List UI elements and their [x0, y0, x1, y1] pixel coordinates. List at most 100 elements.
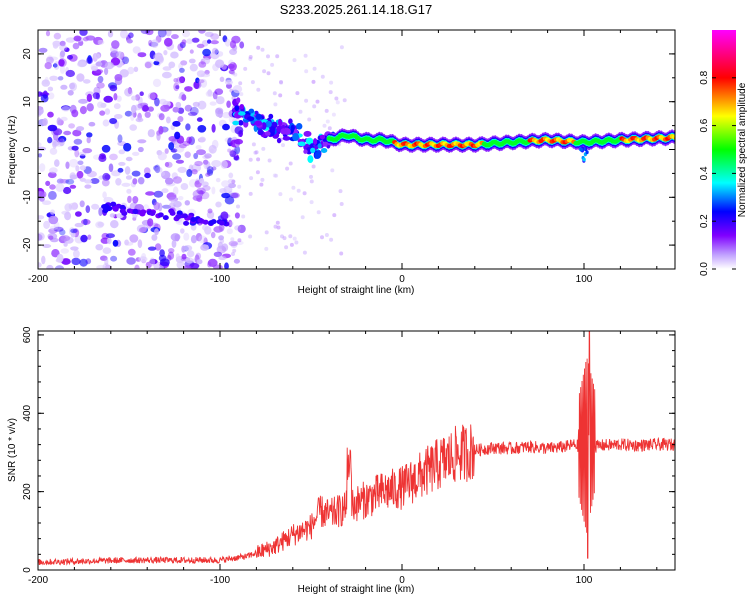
noise-blob [91, 203, 100, 210]
noise-blob [109, 84, 118, 92]
noise-blob [264, 246, 269, 251]
colorbar: 0.0 0.2 0.4 0.6 0.8 Normalized spectral ampl… [699, 30, 748, 276]
noise-blob [232, 85, 243, 94]
noise-blob [113, 93, 118, 101]
noise-blob [101, 144, 111, 153]
noise-blob [53, 61, 60, 70]
noise-blob [178, 196, 184, 201]
noise-blob [123, 142, 132, 152]
noise-blob [109, 118, 118, 124]
noise-blob [38, 233, 43, 241]
noise-blob [234, 138, 244, 145]
noise-blob [186, 136, 192, 144]
noise-blob [181, 94, 187, 101]
noise-blob [278, 192, 283, 197]
noise-blob [281, 143, 285, 148]
noise-blob [261, 146, 266, 151]
noise-blob [272, 91, 277, 96]
noise-blob [237, 224, 246, 234]
noise-blob [102, 119, 110, 127]
noise-blob [226, 100, 231, 108]
y-tick-label: -10 [22, 190, 33, 205]
noise-blob [228, 182, 236, 189]
noise-blob [70, 232, 76, 238]
noise-blob [291, 185, 296, 190]
noise-blob [248, 55, 253, 59]
x-tick-label: 100 [576, 274, 593, 285]
noise-blob [82, 148, 93, 154]
noise-blob [141, 253, 147, 261]
noise-blob [140, 30, 151, 35]
noise-blob [142, 105, 150, 112]
noise-blob [198, 136, 206, 143]
noise-blob [180, 60, 188, 66]
noise-blob [124, 87, 133, 97]
snr-frame [37, 330, 676, 571]
noise-blob [118, 161, 126, 166]
noise-blob [228, 240, 238, 247]
noise-blob [186, 38, 193, 44]
noise-blob [152, 53, 163, 62]
noise-blob [266, 71, 271, 76]
noise-blob [228, 191, 233, 196]
noise-blob [181, 245, 186, 253]
noise-blob [248, 234, 253, 239]
noise-blob [138, 146, 144, 153]
noise-blob [145, 191, 155, 196]
noise-blob [65, 161, 70, 169]
noise-blob [104, 67, 109, 76]
noise-blob [170, 51, 179, 59]
noise-blob [304, 69, 309, 74]
noise-blob [172, 186, 179, 196]
signal-blob [290, 124, 295, 131]
noise-blob [215, 59, 225, 68]
noise-blob [48, 92, 55, 100]
noise-blob [48, 56, 59, 61]
noise-blob [207, 89, 213, 97]
signal-blob [276, 137, 282, 144]
noise-blob [211, 123, 216, 133]
noise-blob [189, 63, 198, 72]
noise-blob [210, 219, 217, 225]
noise-blob [342, 98, 347, 103]
noise-blob [131, 170, 141, 177]
x-tick-label: 0 [399, 274, 405, 285]
noise-blob [84, 179, 93, 184]
noise-blob [132, 151, 140, 156]
noise-blob [102, 247, 112, 255]
noise-blob [128, 32, 134, 39]
noise-blob [184, 200, 190, 206]
noise-blob [78, 98, 88, 104]
noise-blob [211, 166, 217, 171]
noise-blob [60, 235, 71, 242]
noise-blob [110, 201, 117, 207]
noise-blob [200, 244, 210, 251]
noise-blob [164, 162, 170, 167]
noise-blob [44, 62, 52, 70]
signal-blob [313, 138, 318, 145]
noise-blob [234, 212, 240, 219]
noise-blob [56, 137, 64, 143]
noise-blob [335, 100, 340, 105]
noise-blob [302, 250, 307, 255]
signal-band-cell [676, 136, 681, 143]
noise-blob [109, 153, 118, 161]
noise-blob [168, 61, 176, 69]
noise-blob [38, 215, 45, 220]
noise-blob [175, 253, 180, 261]
noise-blob [207, 39, 212, 44]
noise-blob [114, 114, 123, 119]
noise-blob [324, 233, 329, 237]
noise-blob [285, 166, 290, 171]
noise-blob [162, 71, 172, 79]
noise-blob [172, 120, 181, 127]
spectrogram-xlabel: Height of straight line (km) [298, 285, 415, 296]
noise-blob [167, 251, 175, 260]
noise-blob [200, 73, 211, 78]
noise-blob [137, 177, 145, 185]
noise-blob [311, 164, 316, 169]
noise-blob [302, 191, 307, 196]
noise-blob [204, 226, 212, 235]
noise-blob [38, 262, 42, 268]
